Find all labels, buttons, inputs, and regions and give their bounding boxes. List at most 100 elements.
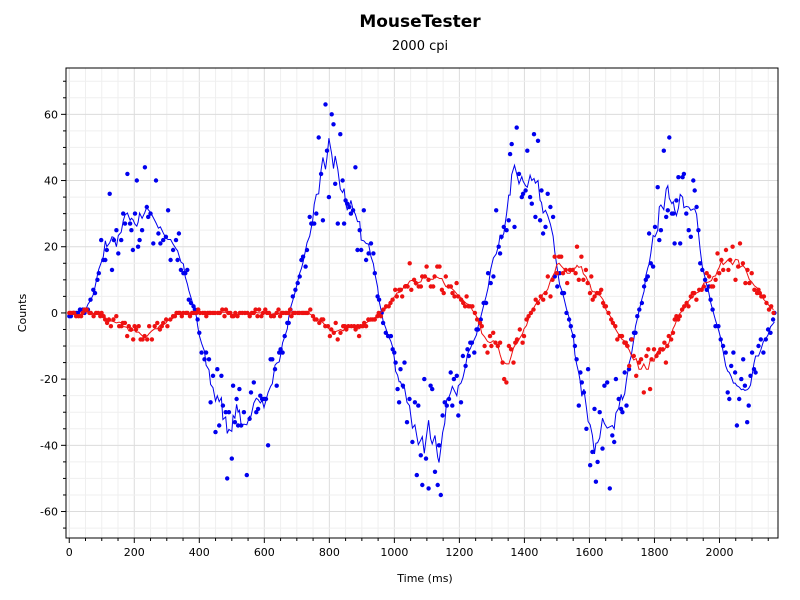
data-point: [121, 211, 126, 216]
data-point: [333, 181, 338, 186]
y-tick-label: 20: [44, 241, 58, 254]
data-point: [517, 327, 522, 332]
data-point: [390, 297, 395, 302]
data-point: [127, 221, 133, 226]
data-point: [485, 350, 490, 355]
data-point: [622, 370, 627, 375]
data-point: [520, 340, 525, 345]
data-point: [666, 333, 671, 339]
data-point: [132, 211, 138, 216]
data-point: [255, 314, 260, 319]
data-point: [500, 360, 505, 365]
data-point: [626, 367, 632, 372]
data-point: [472, 310, 478, 316]
data-point: [265, 443, 271, 448]
data-point: [533, 297, 538, 302]
x-tick-label: 1000: [380, 546, 408, 559]
data-point: [602, 383, 607, 388]
data-point: [140, 337, 145, 342]
data-point: [404, 420, 410, 425]
data-point: [192, 307, 198, 312]
data-point: [710, 284, 716, 289]
data-point: [684, 300, 689, 306]
data-point: [465, 347, 470, 352]
data-point: [526, 314, 531, 319]
data-point: [593, 479, 599, 484]
data-point: [91, 287, 96, 292]
data-point: [618, 406, 624, 412]
data-point: [277, 314, 283, 319]
data-point: [470, 304, 475, 309]
data-point: [329, 112, 334, 117]
data-point: [578, 370, 583, 375]
data-point: [223, 307, 229, 312]
data-point: [217, 310, 222, 316]
data-point: [737, 241, 743, 246]
data-point: [394, 294, 399, 299]
data-point: [650, 264, 656, 269]
data-point: [259, 314, 264, 319]
data-point: [353, 327, 358, 332]
x-axis: 0 200 400 600 800 1000 1200 1400 1600 1800 2000: [66, 538, 769, 559]
data-point: [521, 333, 527, 339]
data-point: [340, 178, 345, 183]
data-point: [440, 413, 445, 418]
data-point: [732, 370, 738, 375]
data-point: [233, 310, 238, 316]
data-point: [107, 191, 112, 196]
x-tick-label: 600: [254, 546, 275, 559]
data-point: [671, 211, 676, 216]
data-point: [723, 247, 729, 253]
data-point: [159, 324, 164, 329]
x-tick-label: 1800: [640, 546, 668, 559]
data-point: [357, 228, 362, 233]
data-point: [335, 221, 340, 226]
data-point: [550, 214, 556, 220]
data-point: [506, 218, 511, 223]
data-point: [356, 333, 362, 339]
data-point: [654, 353, 659, 359]
data-point: [631, 353, 636, 359]
data-point: [766, 307, 772, 312]
data-point: [678, 241, 683, 246]
y-axis-label: Counts: [16, 294, 29, 333]
data-point: [248, 390, 254, 395]
data-point: [437, 264, 442, 269]
data-point: [511, 360, 516, 365]
data-point: [104, 320, 110, 326]
data-point: [576, 403, 581, 408]
data-point: [720, 343, 726, 349]
data-point: [745, 267, 750, 273]
data-point: [304, 247, 310, 253]
data-point: [392, 350, 397, 355]
data-point: [359, 247, 364, 253]
data-point: [96, 310, 101, 316]
data-point: [320, 218, 326, 223]
data-point: [488, 280, 493, 286]
data-point: [400, 383, 406, 388]
data-point: [197, 330, 202, 335]
chart-subtitle: 2000 cpi: [392, 39, 448, 54]
data-point: [742, 383, 748, 388]
data-point: [129, 228, 134, 233]
data-point: [625, 343, 630, 349]
data-point: [464, 294, 469, 299]
data-point: [733, 277, 738, 282]
data-point: [372, 317, 377, 322]
data-point: [523, 188, 528, 193]
data-point: [563, 267, 568, 273]
data-point: [669, 337, 674, 342]
data-point: [88, 310, 94, 316]
data-point: [581, 277, 586, 282]
data-point: [229, 456, 234, 461]
data-point: [210, 373, 216, 378]
data-point: [272, 367, 278, 372]
data-point: [646, 347, 651, 352]
data-point: [641, 284, 647, 289]
data-point: [508, 347, 514, 352]
data-point: [545, 191, 550, 196]
data-point: [572, 343, 578, 349]
data-point: [88, 297, 93, 302]
data-point: [688, 294, 693, 299]
